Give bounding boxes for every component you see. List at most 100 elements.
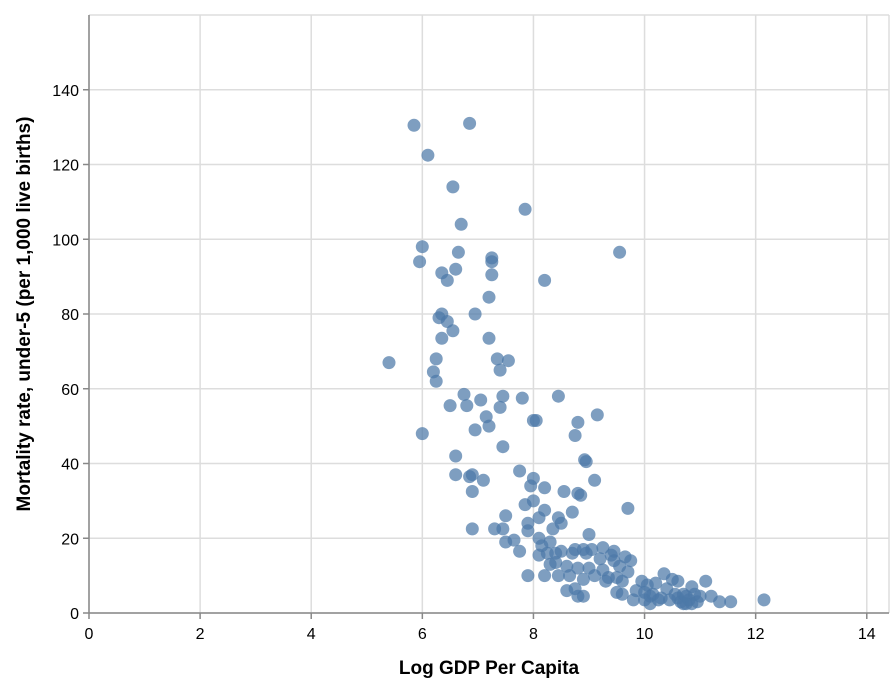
data-point	[465, 468, 479, 482]
x-tick-label: 2	[196, 626, 205, 643]
data-point	[465, 522, 479, 536]
data-point	[382, 356, 396, 370]
data-point	[649, 576, 663, 590]
data-point	[529, 414, 543, 427]
data-point	[465, 485, 479, 498]
data-point	[579, 455, 593, 469]
y-tick-label: 60	[61, 382, 79, 399]
data-point	[446, 180, 460, 194]
data-point	[496, 440, 510, 454]
data-point	[507, 533, 521, 547]
data-point	[543, 535, 557, 549]
x-tick-label: 14	[858, 626, 876, 643]
data-point	[435, 331, 449, 345]
data-point	[554, 516, 568, 530]
y-tick-label: 140	[52, 83, 79, 100]
data-point	[538, 481, 552, 495]
x-tick-label: 8	[529, 626, 538, 643]
data-point	[571, 561, 585, 575]
data-point	[565, 505, 579, 519]
data-point	[468, 423, 482, 437]
y-tick-label: 40	[61, 457, 79, 474]
data-point	[621, 501, 635, 515]
data-point	[449, 449, 463, 463]
data-point	[624, 554, 638, 568]
data-point	[493, 400, 507, 414]
data-point	[454, 217, 468, 231]
data-point	[557, 485, 571, 498]
data-point	[482, 419, 496, 433]
data-point	[463, 116, 477, 130]
points	[382, 116, 771, 611]
data-point	[693, 589, 707, 603]
data-point	[429, 352, 443, 366]
data-point	[496, 522, 510, 536]
data-point	[443, 399, 457, 413]
data-point	[501, 354, 515, 368]
y-axis-title: Mortality rate, under-5 (per 1,000 live …	[14, 117, 35, 512]
data-point	[582, 528, 596, 541]
data-point	[521, 524, 535, 538]
data-point	[538, 503, 552, 517]
data-point	[613, 245, 627, 259]
data-point	[699, 574, 713, 588]
data-point	[513, 544, 527, 558]
x-tick-label: 12	[747, 626, 765, 643]
data-point	[593, 552, 607, 566]
data-point	[415, 240, 429, 254]
y-tick-label: 120	[52, 158, 79, 175]
x-axis-title: Log GDP Per Capita	[399, 658, 580, 679]
x-tick-label: 4	[307, 626, 316, 643]
y-tick-label: 100	[52, 232, 79, 249]
data-point	[671, 574, 685, 588]
data-point	[526, 471, 540, 485]
data-point	[493, 363, 507, 377]
data-point	[446, 324, 460, 338]
data-point	[574, 488, 588, 502]
data-point	[429, 374, 443, 388]
data-point	[576, 572, 590, 586]
data-point	[621, 565, 635, 579]
data-point	[563, 569, 577, 583]
data-point	[713, 595, 727, 609]
data-point	[413, 255, 427, 269]
data-point	[585, 543, 599, 556]
data-point	[421, 148, 435, 162]
data-point	[407, 118, 421, 132]
x-tick-label: 10	[636, 626, 654, 643]
data-point	[415, 427, 429, 441]
data-point	[449, 468, 463, 482]
data-point	[468, 307, 482, 321]
data-point	[554, 544, 568, 558]
data-point	[476, 473, 490, 487]
data-point	[440, 273, 454, 287]
data-point	[549, 556, 563, 569]
data-point	[615, 587, 629, 601]
data-point	[460, 399, 474, 413]
data-point	[538, 569, 552, 583]
data-point	[485, 268, 499, 282]
data-point	[513, 464, 527, 478]
grid	[88, 14, 890, 614]
data-point	[551, 569, 565, 583]
data-point	[490, 352, 504, 366]
y-tick-label: 0	[70, 606, 79, 623]
data-point	[538, 273, 552, 287]
data-point	[607, 544, 621, 558]
data-point	[449, 262, 463, 276]
data-point	[474, 393, 488, 407]
y-tick-label: 80	[61, 307, 79, 324]
data-point	[496, 389, 510, 403]
data-point	[521, 569, 535, 583]
data-point	[757, 593, 771, 607]
data-point	[485, 251, 499, 265]
data-point	[724, 595, 738, 609]
data-point	[526, 494, 540, 508]
data-point	[518, 202, 532, 216]
data-point	[482, 290, 496, 304]
data-point	[551, 389, 565, 403]
data-point	[588, 473, 602, 487]
data-point	[576, 589, 590, 603]
data-point	[596, 541, 610, 555]
